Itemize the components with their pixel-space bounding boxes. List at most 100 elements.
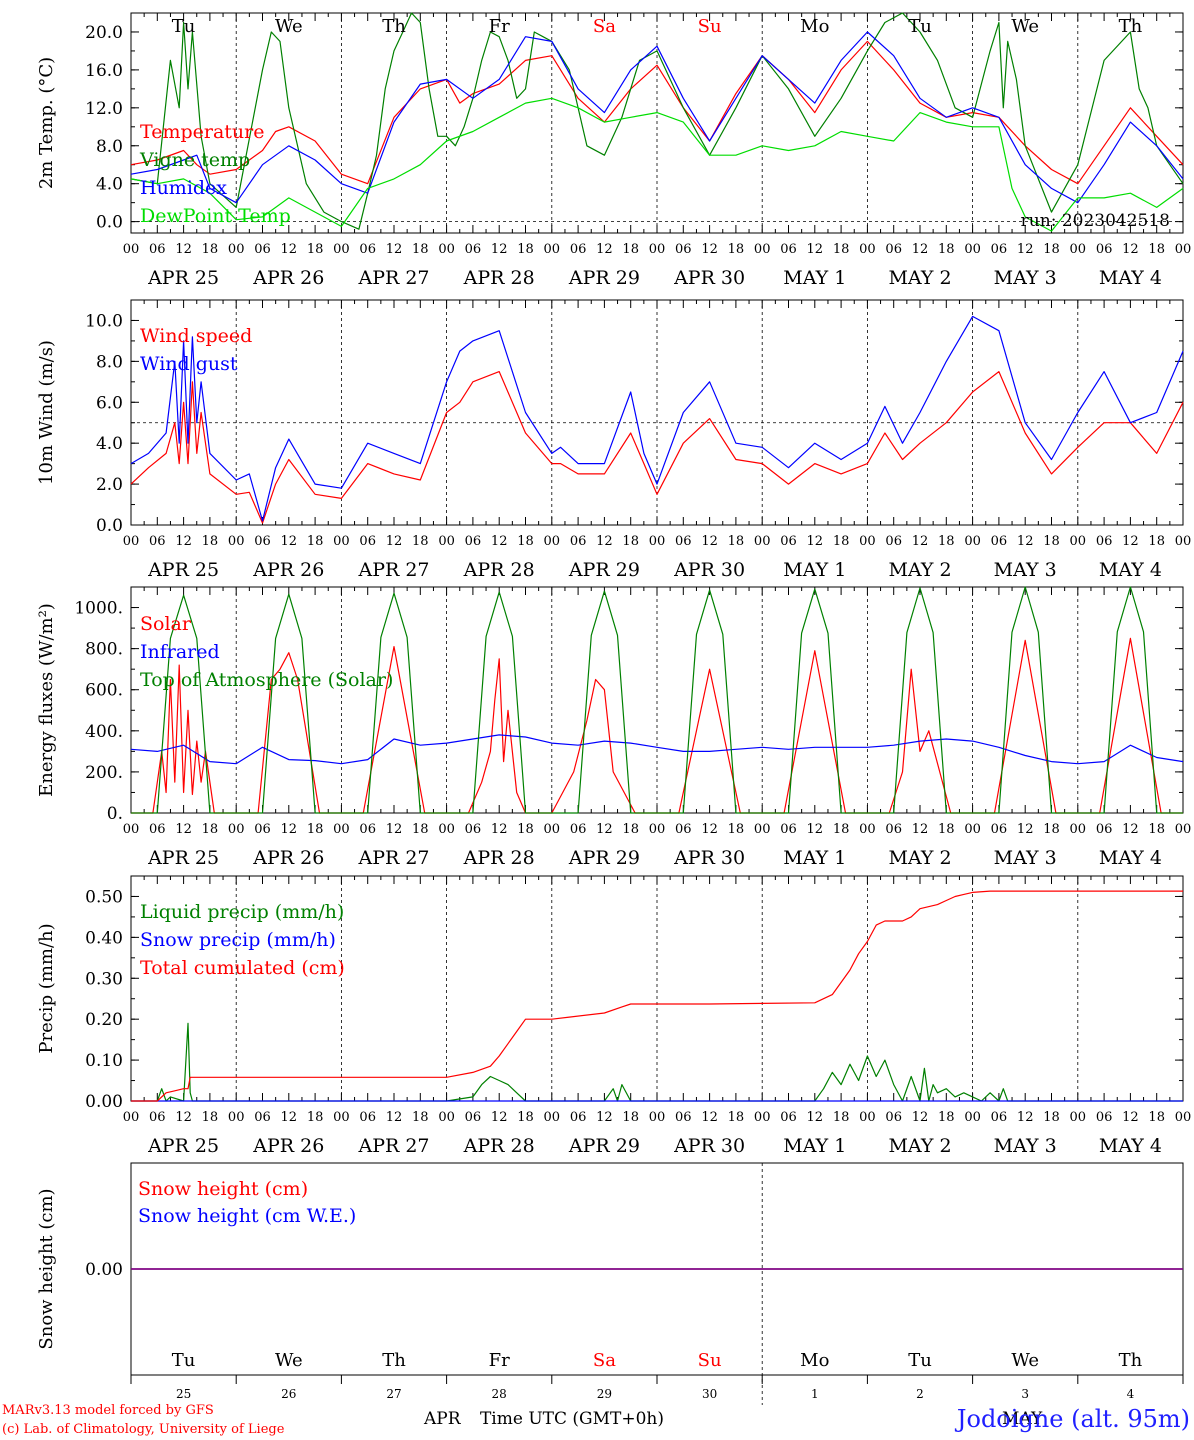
hour-label: 06 [885,822,902,837]
date-label: APR 27 [357,1135,429,1157]
hour-label: 06 [675,1110,692,1125]
legend-entry: Solar [140,613,192,635]
day-name-label: We [275,16,303,37]
date-label: MAY 1 [783,267,846,289]
hour-label: 18 [1148,822,1165,837]
panel-precip: 0.00 0.10 0.20 0.30 0.40 0.50 Precip (mm/h) Liq… [36,875,1191,1157]
hour-label: 18 [622,822,639,837]
legend-entry: Humidex [140,177,227,199]
hour-label: 18 [938,822,955,837]
hour-label: 18 [622,1110,639,1125]
hour-label: 12 [701,534,718,549]
hour-label: 06 [254,1110,271,1125]
hour-label: 18 [202,1110,219,1125]
day-name-label: Mo [800,1350,829,1371]
hour-label: 18 [307,1110,324,1125]
y-axis-label: 10m Wind (m/s) [36,340,57,485]
day-name-label: Tu [172,1350,196,1371]
hour-label: 00 [333,1110,350,1125]
hour-label: 00 [228,1110,245,1125]
hour-label: 18 [202,242,219,257]
date-label: MAY 3 [994,559,1057,581]
hour-label: 12 [175,242,192,257]
hour-label: 12 [1122,242,1139,257]
hour-label: 06 [254,242,271,257]
hour-label: 18 [412,534,429,549]
hour-label: 06 [359,534,376,549]
hour-label: 18 [1043,822,1060,837]
hour-label: 18 [728,242,745,257]
hour-label: 06 [570,822,587,837]
panel-frame [130,299,1184,526]
panel-wind: 0.0 2.0 4.0 6.0 8.0 10.0 10m Wind (m/s) Wind sp… [36,299,1191,581]
date-label: MAY 4 [1099,267,1162,289]
day-name-label: Th [382,1350,406,1371]
y-tick-label: 12.0 [85,99,123,119]
footer-month-left: APR [423,1409,462,1429]
hour-label: 06 [149,1110,166,1125]
hour-label: 12 [1122,534,1139,549]
hour-label: 12 [912,242,929,257]
date-label: APR 30 [673,559,745,581]
hour-label: 18 [622,534,639,549]
hour-label: 18 [1043,242,1060,257]
hour-label: 00 [123,1110,140,1125]
date-label: APR 27 [357,267,429,289]
y-tick-label: 8.0 [96,137,123,157]
hour-label: 12 [912,1110,929,1125]
hour-label: 18 [517,242,534,257]
hour-label: 00 [649,242,666,257]
legend-entry: Top of Atmosphere (Solar) [140,669,393,691]
hour-label: 00 [438,822,455,837]
day-name-label: Su [698,1350,722,1371]
legend-entry: Liquid precip (mm/h) [140,901,344,923]
hour-label: 12 [701,1110,718,1125]
hour-label: 12 [175,1110,192,1125]
hour-label: 12 [596,1110,613,1125]
hour-label: 12 [701,242,718,257]
hour-label: 00 [964,242,981,257]
series-line-wind-gust [130,315,1184,522]
hour-label: 12 [386,242,403,257]
date-label: MAY 2 [888,559,951,581]
hour-label: 00 [123,534,140,549]
hour-label: 06 [359,1110,376,1125]
hour-label: 06 [465,534,482,549]
hour-label: 00 [964,822,981,837]
day-name-label: Th [382,16,406,37]
date-label: APR 26 [252,847,324,869]
hour-label: 18 [517,1110,534,1125]
hour-label: 00 [859,242,876,257]
series-line-infrared [130,734,1184,765]
series-line-wind-speed [130,371,1184,524]
day-name-label: Mo [800,16,829,37]
series-line-solar [131,637,1183,814]
hour-label: 18 [728,1110,745,1125]
y-tick-label: 0.00 [85,1092,123,1112]
footer-credit-1: MARv3.13 model forced by GFS [2,1403,214,1418]
y-tick-label: 0.0 [96,516,123,536]
date-label: APR 27 [357,559,429,581]
day-name-label: Fr [489,16,510,37]
legend-entry: Temperature [140,121,264,143]
hour-label: 18 [833,534,850,549]
hour-label: 06 [885,242,902,257]
date-label: APR 30 [673,267,745,289]
hour-label: 12 [281,822,298,837]
panel-energy: 0. 200. 400. 600. 800. 1000. Energy fluxes (W/… [36,586,1191,869]
date-label: MAY 3 [994,847,1057,869]
series-line-vigne-temp [130,12,1184,230]
day-number-label: 2 [916,1387,924,1401]
date-label: APR 27 [357,847,429,869]
legend-entry: Snow height (cm W.E.) [138,1205,356,1227]
hour-label: 06 [465,242,482,257]
hour-label: 12 [807,1110,824,1125]
legend-entry: Infrared [140,641,220,663]
y-axis-label: Energy fluxes (W/m²) [36,603,57,797]
hour-label: 00 [544,534,561,549]
hour-label: 06 [780,1110,797,1125]
hour-label: 00 [438,1110,455,1125]
day-name-label: Fr [489,1350,510,1371]
hour-label: 00 [754,1110,771,1125]
